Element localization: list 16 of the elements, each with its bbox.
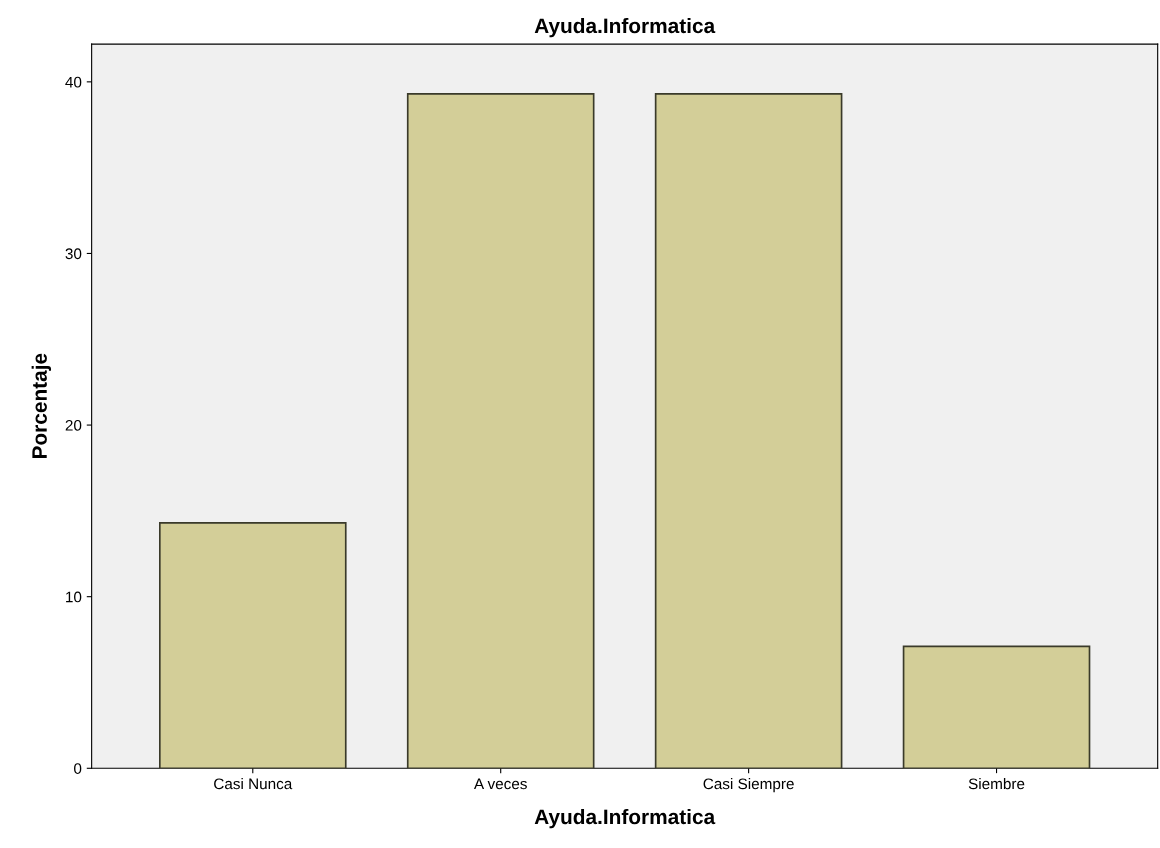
bar <box>158 522 347 769</box>
bar <box>406 93 595 769</box>
y-tick-label: 10 <box>66 591 82 603</box>
x-tick-label: A veces <box>473 778 527 790</box>
bar <box>902 645 1091 769</box>
x-tick-label: Siembre <box>968 778 1025 790</box>
bar <box>654 93 843 769</box>
y-tick-label: 30 <box>65 248 82 260</box>
x-axis-title: Ayuda.Informatica <box>534 808 716 829</box>
y-tick-label: 0 <box>74 763 82 774</box>
x-tick-label: Casi Nunca <box>214 778 293 790</box>
y-axis-title: Porcentaje <box>31 353 52 459</box>
y-tick-label: 40 <box>65 76 82 88</box>
y-tick-label: 20 <box>65 419 82 431</box>
x-tick-label: Casi Siempre <box>703 778 794 793</box>
chart-title: Ayuda.Informatica <box>534 17 716 38</box>
